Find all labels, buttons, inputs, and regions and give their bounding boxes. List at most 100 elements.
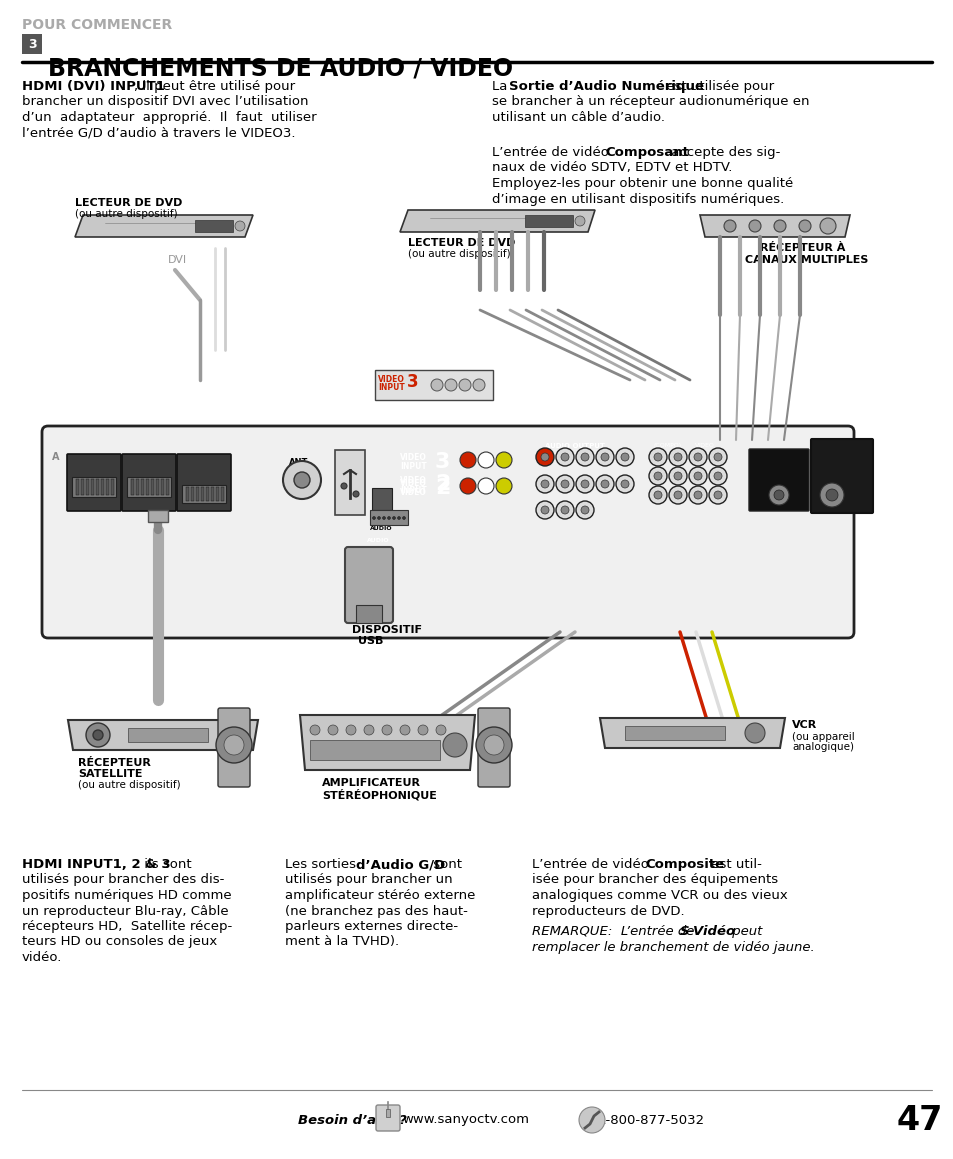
Text: 1-800-877-5032: 1-800-877-5032 — [598, 1114, 704, 1127]
Circle shape — [444, 379, 456, 391]
Text: VIDEO: VIDEO — [377, 376, 404, 384]
Text: amplificateur stéréo externe: amplificateur stéréo externe — [285, 889, 475, 902]
Bar — [81, 479, 84, 495]
Text: RÉCEPTEUR: RÉCEPTEUR — [78, 758, 151, 768]
Text: un reproducteur Blu-ray, Câble: un reproducteur Blu-ray, Câble — [22, 904, 229, 918]
Text: HDMI: HDMI — [71, 460, 92, 466]
Circle shape — [392, 517, 395, 519]
Circle shape — [600, 480, 608, 488]
Bar — [310, 739, 439, 760]
Bar — [111, 479, 113, 495]
Circle shape — [688, 449, 706, 466]
Text: récepteurs HD,  Satellite récep-: récepteurs HD, Satellite récep- — [22, 920, 232, 933]
Circle shape — [673, 453, 681, 461]
Text: vidéo.: vidéo. — [22, 952, 62, 964]
Circle shape — [596, 475, 614, 493]
Circle shape — [560, 480, 568, 488]
Text: HDMI INPUT1, 2 & 3: HDMI INPUT1, 2 & 3 — [22, 858, 171, 872]
Text: (COMPO): (COMPO) — [654, 443, 681, 449]
Text: (ou appareil: (ou appareil — [791, 732, 854, 742]
Text: parleurs externes directe-: parleurs externes directe- — [285, 920, 457, 933]
Circle shape — [294, 472, 310, 488]
Text: INPUT1: INPUT1 — [182, 475, 204, 480]
Circle shape — [708, 467, 726, 484]
Circle shape — [436, 726, 446, 735]
Text: VIDEO: VIDEO — [695, 443, 714, 449]
Bar — [128, 728, 208, 742]
Circle shape — [477, 478, 494, 494]
Circle shape — [620, 480, 628, 488]
FancyBboxPatch shape — [375, 1105, 399, 1131]
Text: Besoin d’aide?: Besoin d’aide? — [297, 1114, 406, 1127]
Text: PC: PC — [373, 493, 383, 500]
Circle shape — [556, 475, 574, 493]
Circle shape — [616, 475, 634, 493]
Circle shape — [397, 517, 400, 519]
Circle shape — [616, 449, 634, 466]
Text: STÉRÉOPHONIQUE: STÉRÉOPHONIQUE — [322, 789, 436, 801]
Text: AUDIO: AUDIO — [370, 526, 393, 531]
Circle shape — [673, 472, 681, 480]
Circle shape — [713, 491, 721, 500]
Circle shape — [536, 449, 554, 466]
Text: VCR: VCR — [791, 720, 817, 730]
Circle shape — [536, 501, 554, 519]
Text: IN-: IN- — [373, 501, 380, 506]
Text: positifs numériques HD comme: positifs numériques HD comme — [22, 889, 232, 902]
Text: utilisant un câble d’audio.: utilisant un câble d’audio. — [492, 111, 664, 124]
Bar — [386, 1109, 390, 1117]
Circle shape — [387, 517, 390, 519]
Circle shape — [575, 216, 584, 226]
Circle shape — [473, 379, 484, 391]
Circle shape — [708, 486, 726, 504]
Text: INPUT: INPUT — [399, 486, 426, 495]
Circle shape — [328, 726, 337, 735]
Bar — [148, 510, 168, 522]
Circle shape — [648, 467, 666, 484]
Text: d’Audio G/D: d’Audio G/D — [355, 858, 445, 872]
Text: 1: 1 — [823, 462, 842, 490]
Text: S-Vidéo: S-Vidéo — [679, 925, 736, 938]
Circle shape — [825, 489, 837, 501]
Text: remplacer le branchement de vidéo jaune.: remplacer le branchement de vidéo jaune. — [532, 940, 814, 954]
Text: l’entrée G/D d’audio à travers le VIDEO3.: l’entrée G/D d’audio à travers le VIDEO3… — [22, 126, 295, 139]
Text: INPUT: INPUT — [399, 462, 426, 471]
Circle shape — [773, 490, 783, 500]
Circle shape — [654, 491, 661, 500]
Text: (ne branchez pas des haut-: (ne branchez pas des haut- — [285, 904, 467, 918]
Text: 3: 3 — [407, 373, 418, 391]
Text: HDMI (DVI) INPUT1: HDMI (DVI) INPUT1 — [22, 80, 165, 93]
Circle shape — [86, 723, 110, 748]
FancyBboxPatch shape — [177, 454, 231, 511]
Text: CANAUX MULTIPLES: CANAUX MULTIPLES — [744, 255, 867, 265]
Text: peut: peut — [727, 925, 761, 938]
Circle shape — [483, 735, 503, 755]
Text: Sortie d’Audio Numérique: Sortie d’Audio Numérique — [509, 80, 703, 93]
Text: AUDIO: AUDIO — [753, 465, 776, 471]
Bar — [101, 479, 104, 495]
Text: 2: 2 — [435, 474, 450, 494]
Circle shape — [92, 730, 103, 739]
Circle shape — [310, 726, 319, 735]
Text: HDMI: HDMI — [127, 460, 148, 466]
Text: ils sont: ils sont — [140, 858, 192, 872]
Circle shape — [377, 517, 380, 519]
Circle shape — [648, 449, 666, 466]
Text: brancher un dispositif DVI avec l’utilisation: brancher un dispositif DVI avec l’utilis… — [22, 95, 308, 109]
Text: VIDEO: VIDEO — [399, 488, 426, 497]
Circle shape — [556, 449, 574, 466]
Circle shape — [654, 472, 661, 480]
Circle shape — [596, 449, 614, 466]
Circle shape — [668, 449, 686, 466]
Text: ment à la TVHD).: ment à la TVHD). — [285, 935, 398, 948]
Text: USB: USB — [337, 455, 355, 464]
Text: LECTEUR DE DVD: LECTEUR DE DVD — [408, 238, 515, 248]
Text: Les sorties: Les sorties — [285, 858, 360, 872]
Circle shape — [459, 478, 476, 494]
Circle shape — [560, 506, 568, 513]
Text: d’un  adaptateur  approprié.  Il  faut  utiliser: d’un adaptateur approprié. Il faut utili… — [22, 111, 316, 124]
Circle shape — [402, 517, 405, 519]
Text: (ou autre dispositif): (ou autre dispositif) — [408, 249, 510, 258]
Text: SATELLITE: SATELLITE — [78, 770, 142, 779]
Text: POUR COMMENCER: POUR COMMENCER — [22, 19, 172, 32]
